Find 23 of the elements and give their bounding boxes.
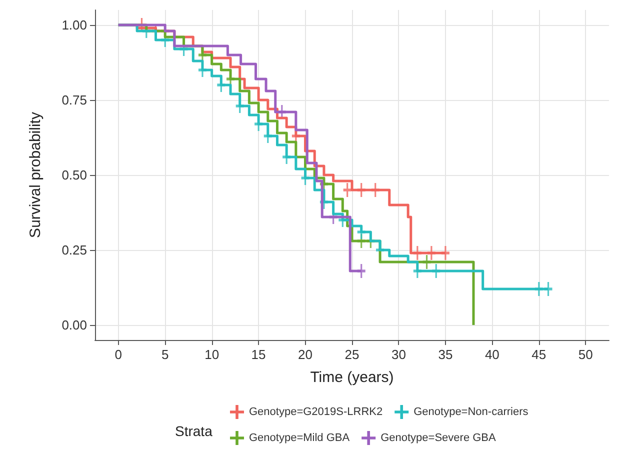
x-tick-label: 10 — [204, 347, 220, 362]
legend-title: Strata — [175, 423, 213, 439]
x-axis-title: Time (years) — [310, 369, 394, 386]
legend-label: Genotype=G2019S-LRRK2 — [249, 406, 383, 418]
x-tick-label: 45 — [532, 347, 546, 362]
x-tick-label: 25 — [344, 347, 360, 362]
y-axis-title: Survival probability — [27, 112, 44, 238]
y-tick-label: 1.00 — [62, 18, 87, 32]
x-tick-label: 20 — [298, 347, 313, 362]
y-tick-label: 0.00 — [62, 318, 87, 332]
x-tick-label: 40 — [484, 347, 500, 362]
x-tick-label: 0 — [114, 347, 122, 362]
x-tick-label: 15 — [251, 347, 266, 362]
y-tick-label: 0.75 — [62, 92, 87, 108]
x-tick-label: 50 — [578, 347, 593, 362]
x-tick-label: 5 — [161, 347, 169, 362]
y-tick-label: 0.50 — [62, 168, 87, 182]
x-tick-label: 35 — [438, 347, 453, 362]
legend-label: Genotype=Mild GBA — [249, 432, 350, 444]
x-tick-label: 30 — [391, 347, 406, 362]
legend-label: Genotype=Non-carriers — [414, 406, 529, 418]
legend-label: Genotype=Severe GBA — [380, 432, 497, 444]
y-tick-label: 0.25 — [62, 242, 87, 258]
